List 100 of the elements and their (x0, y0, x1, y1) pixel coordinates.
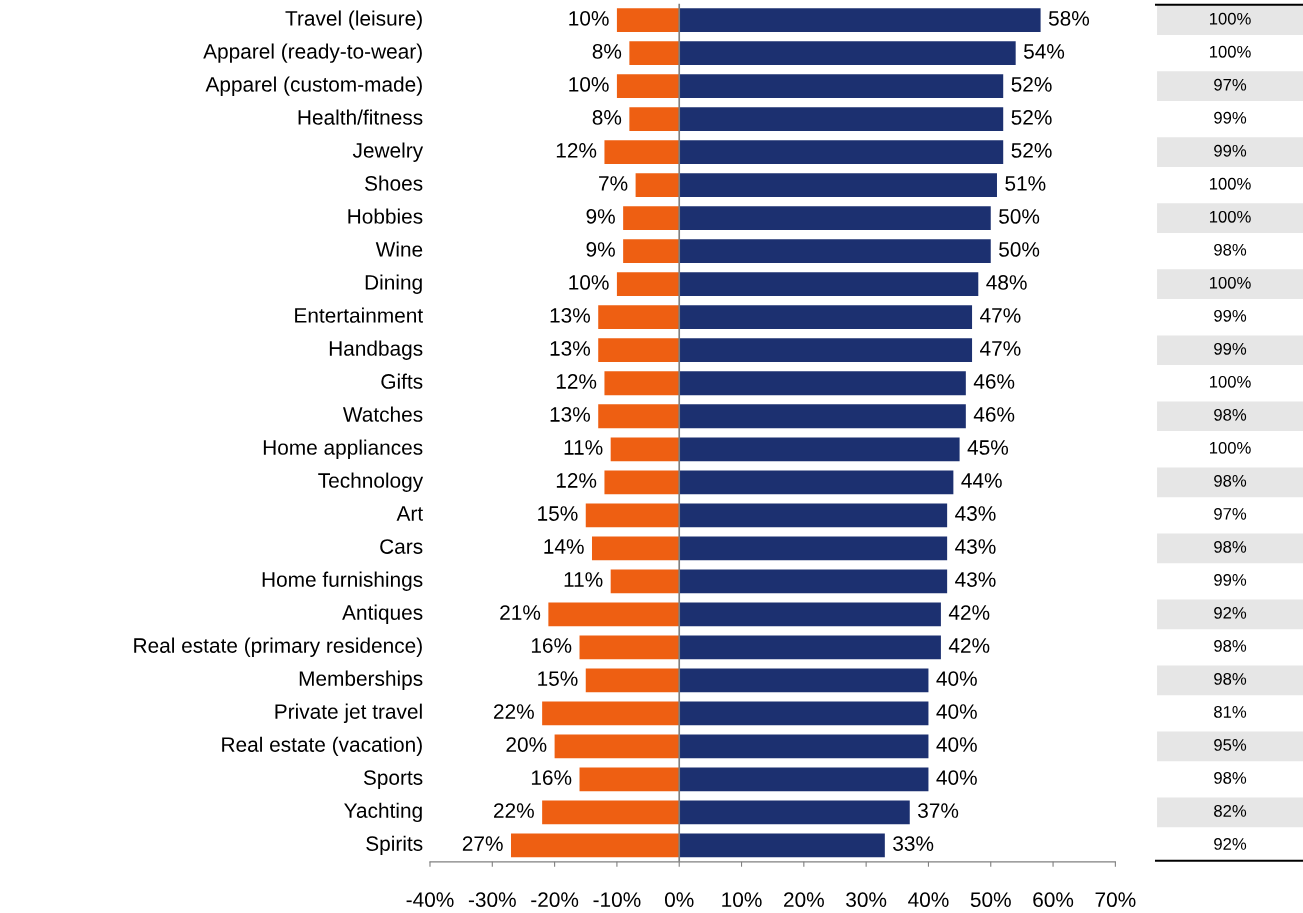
data-label: 20% (506, 737, 547, 752)
data-label: 16% (531, 638, 572, 653)
x-tick-label: 50% (970, 892, 1011, 908)
x-tick-label: 0% (664, 892, 694, 908)
y-tick-label: Spirits (366, 835, 423, 856)
x-tick-label: 30% (846, 892, 887, 908)
y-tick-label: Cars (380, 539, 423, 554)
y-tick-label: Wine (375, 241, 423, 257)
data-label: 54% (1023, 44, 1065, 59)
data-label: 42% (948, 605, 990, 620)
y-tick-label: Apparel (ready-to-wear) (203, 43, 422, 63)
x-tick-label: -10% (593, 892, 641, 908)
y-tick-label: Memberships (299, 670, 423, 691)
text: 97% (1214, 507, 1247, 520)
text: 97% (1214, 78, 1247, 91)
y-tick-label: Sports (363, 770, 423, 790)
data-label: 15% (538, 506, 578, 521)
x-tick-label: 40% (908, 892, 949, 908)
x-tick-label: -40% (406, 892, 454, 908)
text: 99% (1214, 342, 1247, 355)
data-label: 7% (599, 176, 628, 191)
data-label: 52% (1011, 110, 1052, 125)
text: 99% (1214, 144, 1247, 157)
data-label: 52% (1011, 143, 1052, 158)
text: 100% (1209, 441, 1251, 454)
y-tick-label: Dining (365, 274, 422, 294)
y-tick-label: Gifts (381, 373, 423, 389)
data-label: 10% (569, 11, 609, 26)
x-tick-label: -30% (468, 892, 516, 908)
y-tick-label: Handbags (329, 340, 423, 360)
x-tick-label: 20% (784, 892, 824, 908)
data-label: 9% (586, 242, 615, 257)
data-label: 9% (586, 209, 615, 224)
y-tick-label: Jewelry (352, 142, 424, 162)
y-tick-label: Yachting (344, 802, 422, 823)
data-label: 16% (531, 770, 572, 785)
y-tick-label: Art (396, 506, 423, 521)
y-tick-label: Technology (318, 472, 424, 492)
text: 95% (1214, 739, 1247, 751)
data-label: 15% (538, 671, 578, 686)
data-label: 42% (948, 638, 990, 653)
y-tick-label: Watches (342, 406, 423, 422)
data-label: 14% (544, 539, 584, 554)
data-label: 37% (918, 803, 959, 818)
x-tick-label: -20% (531, 892, 579, 908)
data-label: 8% (592, 110, 622, 125)
text: 99% (1214, 111, 1247, 124)
text: 98% (1214, 540, 1247, 553)
text: 98% (1214, 772, 1247, 784)
x-tick-label: 10% (722, 892, 762, 908)
data-label: 43% (955, 572, 996, 587)
data-label: 13% (550, 308, 590, 323)
text: 100% (1209, 210, 1251, 223)
data-label: 47% (980, 341, 1021, 356)
data-label: 58% (1048, 11, 1090, 26)
data-label: 10% (569, 275, 609, 290)
text: 99% (1214, 309, 1247, 322)
data-label: 12% (556, 374, 597, 389)
data-label: 40% (936, 671, 977, 686)
data-label: 11% (564, 572, 603, 587)
x-tick-label: 60% (1033, 892, 1074, 908)
data-label: 43% (955, 539, 996, 554)
data-label: 52% (1011, 77, 1052, 92)
text: 98% (1214, 408, 1247, 421)
text: 99% (1214, 573, 1247, 586)
x-tick-label: 70% (1095, 892, 1136, 908)
text: 100% (1209, 375, 1251, 388)
y-tick-label: Hobbies (348, 208, 423, 224)
text: 82% (1214, 805, 1247, 817)
text: 98% (1214, 673, 1247, 685)
text: 98% (1214, 243, 1247, 256)
text: 100% (1209, 177, 1251, 190)
data-label: 47% (980, 308, 1021, 323)
y-tick-label: Home appliances (263, 439, 423, 459)
data-label: 43% (955, 506, 996, 521)
text: 98% (1214, 639, 1247, 652)
y-tick-label: Private jet travel (275, 703, 422, 724)
text: 81% (1214, 706, 1247, 718)
data-label: 10% (569, 77, 609, 92)
data-label: 13% (550, 341, 590, 356)
data-label: 45% (967, 440, 1009, 455)
text: 92% (1214, 838, 1247, 850)
y-tick-label: Travel (leisure) (285, 10, 422, 30)
y-tick-label: Antiques (342, 604, 423, 625)
data-label: 40% (936, 737, 977, 752)
data-label: 22% (494, 803, 534, 818)
data-label: 46% (973, 374, 1015, 389)
text: 92% (1214, 606, 1247, 619)
data-label: 40% (936, 770, 977, 785)
y-tick-label: Health/fitness (298, 109, 423, 125)
data-label: 22% (494, 704, 534, 719)
y-tick-label: Apparel (custom-made) (205, 76, 422, 96)
text: 100% (1209, 276, 1251, 289)
data-label: 40% (936, 704, 977, 719)
y-tick-label: Entertainment (295, 307, 423, 323)
data-label: 12% (556, 143, 597, 158)
data-label: 48% (986, 275, 1027, 290)
y-tick-label: Shoes (365, 175, 423, 191)
text: 100% (1209, 45, 1251, 58)
data-label: 51% (1005, 176, 1046, 191)
